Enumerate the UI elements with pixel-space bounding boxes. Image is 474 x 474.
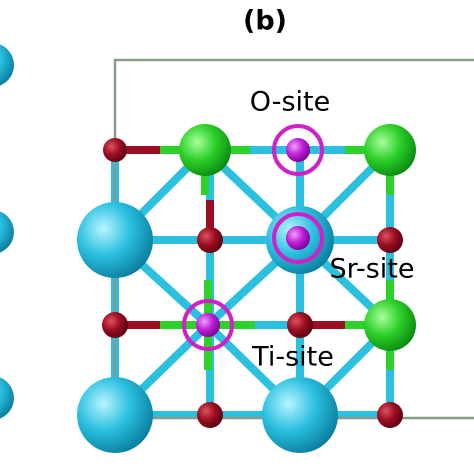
site-markers — [182, 124, 324, 351]
atoms — [77, 124, 416, 453]
panel-label: (b) — [243, 6, 287, 37]
sr-site-label: Sr-site — [329, 254, 414, 285]
ti-site-label: Ti-site — [251, 342, 334, 373]
left-atoms — [0, 44, 14, 419]
o-site-label: O-site — [250, 87, 331, 118]
